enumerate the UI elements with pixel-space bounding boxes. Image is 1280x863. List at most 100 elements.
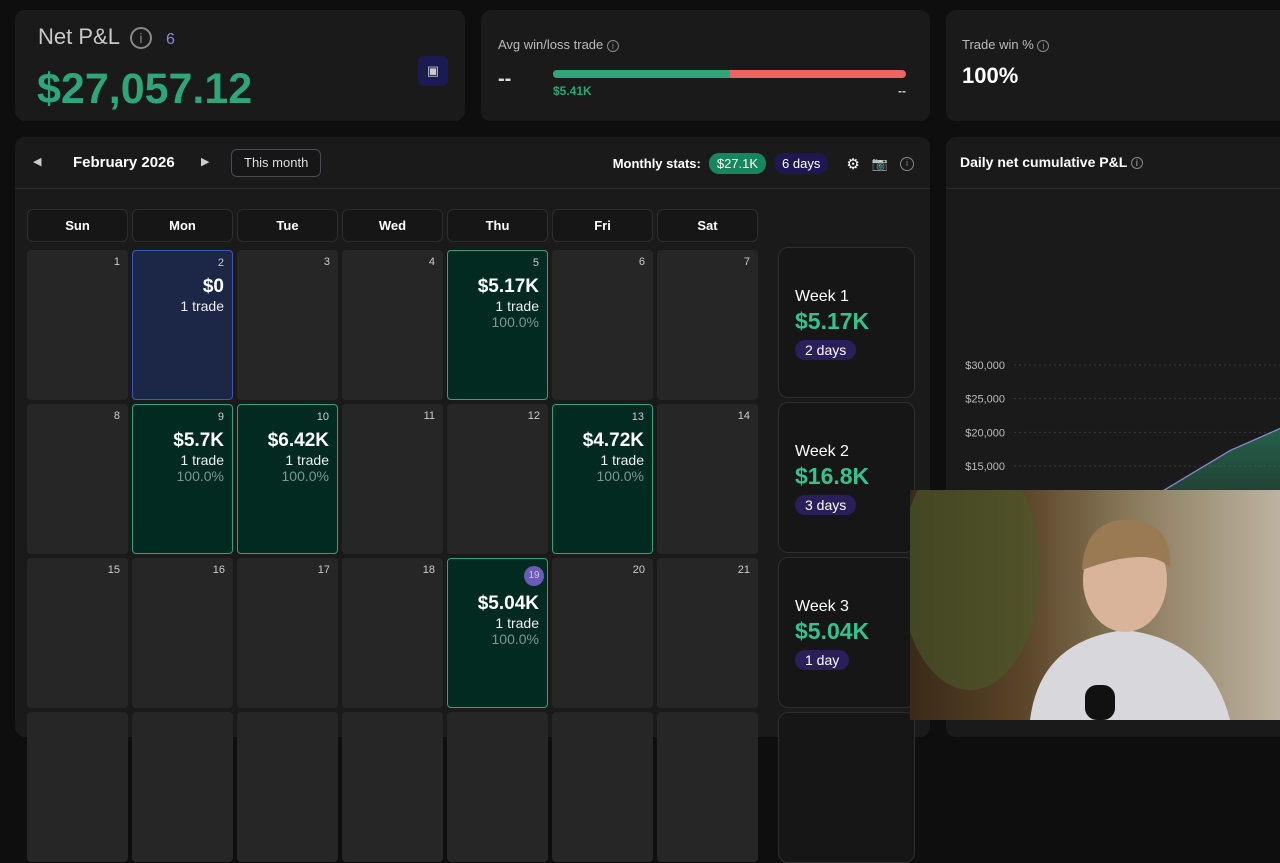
gear-icon[interactable]: ⚙ [846,155,859,173]
calendar-day-cell[interactable]: 17 [237,558,338,708]
trade-win-value: 100% [962,63,1018,89]
day-number: 19 [524,566,544,586]
day-pnl: $5.7K [141,430,224,452]
week-days-badge: 2 days [795,340,856,360]
avg-loss: -- [898,84,906,98]
day-trades: 1 trade [246,452,329,468]
info-icon[interactable]: i [1131,157,1143,169]
day-number: 18 [350,564,435,576]
calendar-day-cell[interactable]: 12 [447,404,548,554]
info-icon[interactable]: i [607,40,619,52]
day-number: 9 [141,411,224,423]
weekday-header: Fri [552,209,653,242]
calendar-day-cell[interactable] [27,712,128,862]
chart-title: Daily net cumulative P&L [960,154,1127,170]
avg-win-loss-title: Avg win/loss trade [498,37,603,52]
this-month-button[interactable]: This month [231,149,321,177]
avg-ratio: -- [498,68,511,91]
week-pnl: $16.8K [795,463,914,490]
day-win-rate: 100.0% [246,468,329,484]
day-pnl: $6.42K [246,430,329,452]
chart-toggle-button[interactable]: ▣ [418,56,448,86]
prev-month-button[interactable]: ◀ [33,155,41,168]
calendar-day-cell[interactable] [132,712,233,862]
calendar-day-cell[interactable]: 8 [27,404,128,554]
calendar-day-cell[interactable] [447,712,548,862]
weekday-header: Wed [342,209,443,242]
day-number: 1 [35,256,120,268]
calendar-day-cell[interactable]: 4 [342,250,443,400]
day-number: 15 [35,564,120,576]
day-trades: 1 trade [141,298,224,314]
y-tick-label: $20,000 [965,427,1005,439]
monthly-days-badge: 6 days [774,153,828,174]
day-number: 12 [455,410,540,422]
day-number: 8 [35,410,120,422]
win-bar-fill [553,70,730,78]
avg-win: $5.41K [553,84,592,98]
calendar-day-cell[interactable]: 1 [27,250,128,400]
day-number: 3 [245,256,330,268]
y-tick-label: $30,000 [965,360,1005,372]
day-pnl: $5.17K [456,276,539,298]
calendar-day-cell[interactable]: 20 [552,558,653,708]
day-number: 20 [560,564,645,576]
next-month-button[interactable]: ▶ [201,155,209,168]
week-label: Week 3 [795,598,914,616]
net-pnl-value: $27,057.12 [37,65,252,114]
week-label: Week 1 [795,288,914,306]
calendar-day-cell[interactable]: 18 [342,558,443,708]
camera-icon[interactable]: 📷 [872,156,888,172]
calendar-day-cell[interactable]: 21 [657,558,758,708]
day-number: 16 [140,564,225,576]
calendar-day-cell[interactable] [237,712,338,862]
trade-win-card: Trade win % i 100% [946,10,1280,121]
calendar-day-cell[interactable]: 15 [27,558,128,708]
calendar-day-cell[interactable]: 14 [657,404,758,554]
calendar-day-cell[interactable] [657,712,758,862]
y-tick-label: $25,000 [965,394,1005,406]
calendar-day-cell[interactable]: 11 [342,404,443,554]
week-summary-card [778,712,915,863]
calendar-day-cell[interactable]: 16 [132,558,233,708]
calendar-header: ◀ February 2026 ▶ This month Monthly sta… [15,137,930,189]
day-number: 7 [665,256,750,268]
avg-win-loss-card: Avg win/loss trade i -- $5.41K -- [481,10,930,121]
day-trades: 1 trade [456,615,539,631]
day-number: 2 [141,257,224,269]
presenter-video [910,490,1280,720]
day-trades: 1 trade [561,452,644,468]
day-pnl: $5.04K [456,593,539,615]
day-win-rate: 100.0% [456,314,539,330]
chart-header: Daily net cumulative P&L i [946,137,1280,189]
trade-count: 6 [166,31,175,48]
calendar-day-cell[interactable]: 3 [237,250,338,400]
day-win-rate: 100.0% [456,631,539,647]
calendar-day-cell[interactable]: 7 [657,250,758,400]
weekday-header: Mon [132,209,233,242]
calendar-day-cell[interactable] [552,712,653,862]
calendar-day-cell[interactable] [342,712,443,862]
calendar-day-cell[interactable]: 6 [552,250,653,400]
info-icon[interactable]: i [130,27,152,49]
monthly-stats: Monthly stats: $27.1K 6 days ⚙ 📷 i [613,153,914,174]
day-number: 21 [665,564,750,576]
monthly-stats-label: Monthly stats: [613,156,701,171]
month-label: February 2026 [73,154,175,171]
net-pnl-title: Net P&L [38,24,120,49]
info-icon[interactable]: i [1037,40,1049,52]
trade-win-title: Trade win % [962,37,1034,52]
day-number: 10 [246,411,329,423]
week-pnl: $5.17K [795,308,914,335]
info-icon[interactable]: i [900,157,914,171]
y-tick-label: $15,000 [965,461,1005,473]
